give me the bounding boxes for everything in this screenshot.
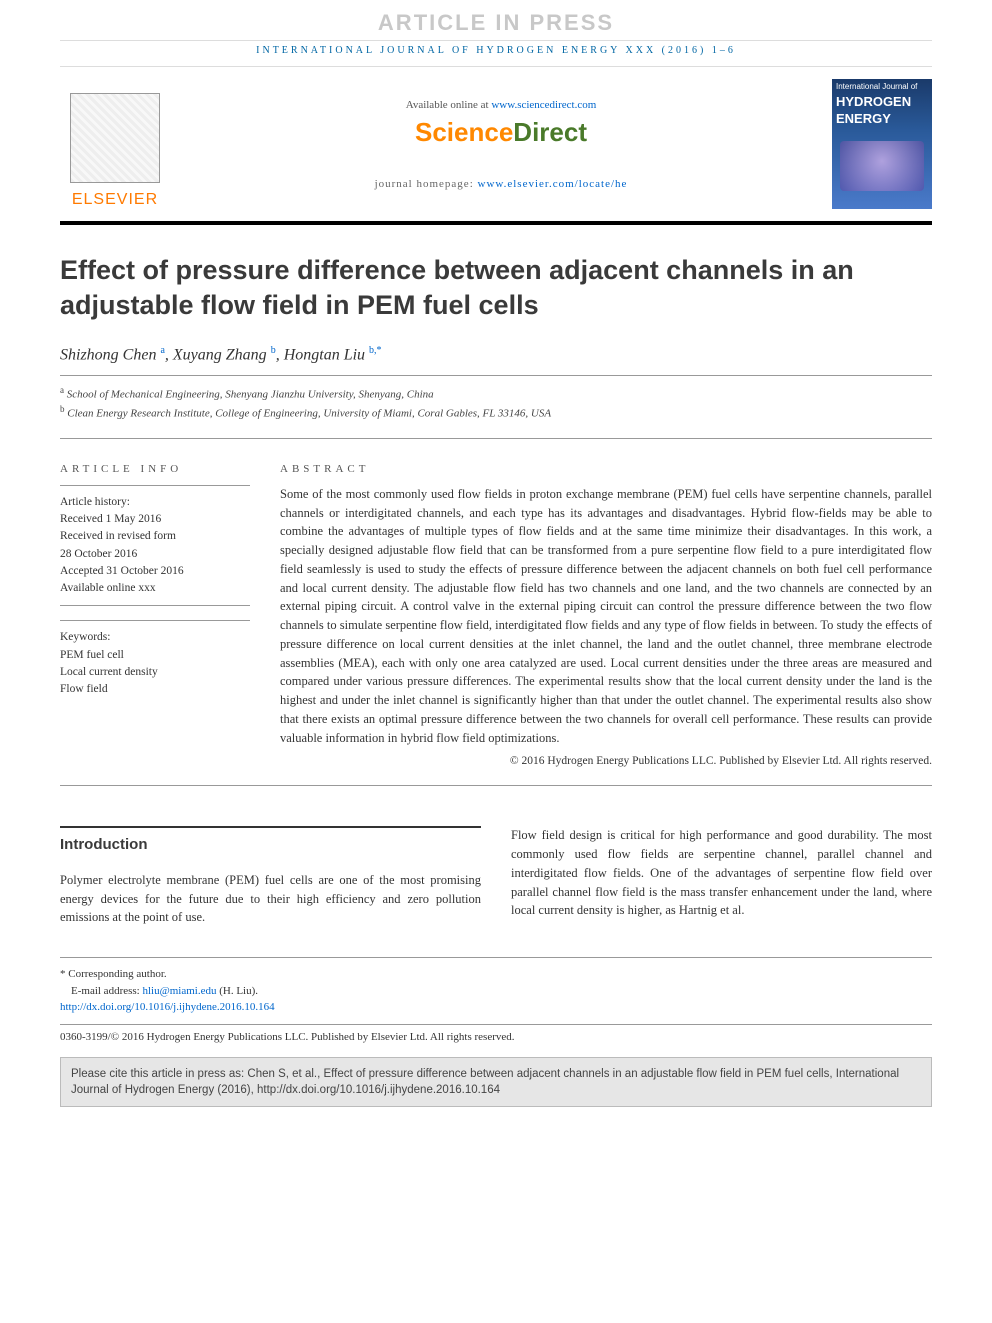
cover-subtitle: International Journal of [836,83,928,92]
aff-text: Clean Energy Research Institute, College… [67,407,551,419]
aff-text: School of Mechanical Engineering, Shenya… [67,388,434,400]
author-name[interactable]: Xuyang Zhang [173,347,267,364]
elsevier-logo[interactable]: ELSEVIER [60,79,170,209]
article-info-heading: ARTICLE INFO [60,463,250,475]
author-list: Shizhong Chen a, Xuyang Zhang b, Hongtan… [60,345,932,375]
aff-mark: a [60,385,64,395]
issn-copyright-line: 0360-3199/© 2016 Hydrogen Energy Publica… [60,1024,932,1049]
homepage-prefix: journal homepage: [375,178,478,190]
intro-column-right: Flow field design is critical for high p… [511,826,932,927]
abstract-heading: ABSTRACT [280,463,932,475]
cover-art [840,141,924,191]
intro-column-left: Introduction Polymer electrolyte membran… [60,826,481,927]
article-info-column: ARTICLE INFO Article history: Received 1… [60,463,250,768]
abstract-column: ABSTRACT Some of the most commonly used … [280,463,932,768]
header-center-block: Available online at www.sciencedirect.co… [190,99,812,190]
available-prefix: Available online at [406,99,492,111]
footnotes-block: * Corresponding author. E-mail address: … [60,957,932,1024]
cover-title-1: HYDROGEN [836,94,928,109]
author-name[interactable]: Shizhong Chen [60,347,156,364]
corresponding-author-note: * Corresponding author. [60,966,932,983]
affiliation-item: a School of Mechanical Engineering, Shen… [60,384,932,403]
paper-title: Effect of pressure difference between ad… [60,253,932,323]
citation-box: Please cite this article in press as: Ch… [60,1057,932,1107]
introduction-section: Introduction Polymer electrolyte membran… [60,826,932,927]
history-item: 28 October 2016 [60,546,250,563]
corresponding-star-icon: ,* [374,345,382,356]
doi-link[interactable]: http://dx.doi.org/10.1016/j.ijhydene.201… [60,1001,275,1013]
available-online-line: Available online at www.sciencedirect.co… [190,99,812,111]
author-aff-mark: b [271,345,276,356]
email-label: E-mail address: [71,985,142,997]
author-name[interactable]: Hongtan Liu [284,347,365,364]
keyword-item: Flow field [60,681,250,698]
keywords-label: Keywords: [60,629,250,646]
email-author-suffix: (H. Liu). [216,985,258,997]
publisher-header: ELSEVIER Available online at www.science… [60,67,932,225]
info-abstract-row: ARTICLE INFO Article history: Received 1… [60,438,932,787]
sciencedirect-logo[interactable]: ScienceDirect [190,117,812,148]
introduction-heading: Introduction [60,826,481,857]
journal-reference-line: INTERNATIONAL JOURNAL OF HYDROGEN ENERGY… [60,40,932,67]
sciencedirect-url-link[interactable]: www.sciencedirect.com [491,99,596,111]
journal-homepage-link[interactable]: www.elsevier.com/locate/he [478,178,628,190]
article-history-block: Article history: Received 1 May 2016 Rec… [60,485,250,607]
author-email-link[interactable]: hliu@miami.edu [142,985,216,997]
history-item: Received in revised form [60,528,250,545]
keywords-block: Keywords: PEM fuel cell Local current de… [60,620,250,698]
history-label: Article history: [60,494,250,511]
history-item: Available online xxx [60,580,250,597]
intro-paragraph: Polymer electrolyte membrane (PEM) fuel … [60,871,481,927]
keyword-item: PEM fuel cell [60,647,250,664]
article-in-press-banner: ARTICLE IN PRESS [0,0,992,40]
affiliation-item: b Clean Energy Research Institute, Colle… [60,403,932,422]
aff-mark: b [60,404,65,414]
affiliation-list: a School of Mechanical Engineering, Shen… [60,384,932,422]
title-author-block: Effect of pressure difference between ad… [60,225,932,438]
author-aff-mark: a [160,345,164,356]
intro-paragraph: Flow field design is critical for high p… [511,826,932,920]
elsevier-tree-icon [70,93,160,183]
email-line: E-mail address: hliu@miami.edu (H. Liu). [60,983,932,1000]
sd-logo-direct: Direct [513,117,587,147]
journal-homepage-line: journal homepage: www.elsevier.com/locat… [190,178,812,190]
journal-cover-thumbnail[interactable]: International Journal of HYDROGEN ENERGY [832,79,932,209]
cover-title-2: ENERGY [836,111,928,126]
elsevier-wordmark: ELSEVIER [72,191,158,209]
history-item: Received 1 May 2016 [60,511,250,528]
abstract-copyright: © 2016 Hydrogen Energy Publications LLC.… [280,755,932,767]
history-item: Accepted 31 October 2016 [60,563,250,580]
sd-logo-science: Science [415,117,513,147]
abstract-body: Some of the most commonly used flow fiel… [280,485,932,748]
keyword-item: Local current density [60,664,250,681]
